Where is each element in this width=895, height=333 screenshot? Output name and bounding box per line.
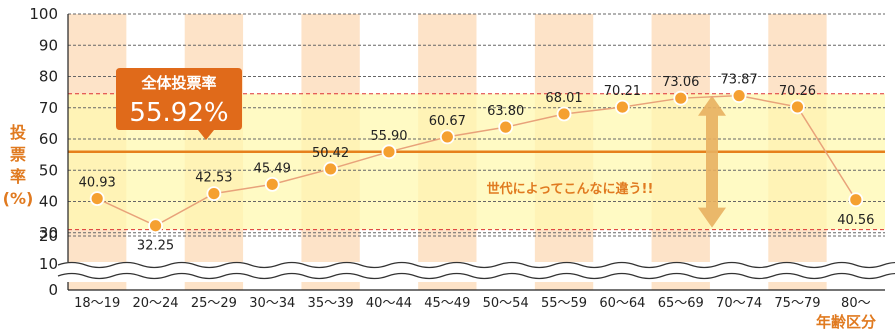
y-tick-label: 0: [48, 281, 58, 299]
y-axis-label-char-2: 票: [10, 145, 26, 164]
x-tick-label: 18〜19: [74, 296, 120, 311]
y-axis-label-unit: (%): [3, 189, 34, 208]
y-tick-label: 50: [39, 161, 58, 179]
x-axis-label: 年齢区分: [816, 313, 876, 331]
data-point: [498, 119, 514, 135]
data-label: 63.80: [487, 104, 524, 119]
data-labels: 40.93 32.25 42.53 45.49 50.42 55.90 60.67 63.80…: [79, 73, 875, 254]
x-tick-labels: 18〜19 20〜24 25〜29 30〜34 35〜39 40〜44 45〜49 50〜54…: [74, 296, 870, 311]
data-label: 70.21: [604, 84, 641, 99]
y-axis-label: 投 票 率 (%): [3, 123, 34, 208]
data-point: [731, 88, 747, 104]
x-tick-label: 45〜49: [424, 296, 470, 311]
data-point: [206, 186, 222, 201]
data-point: [556, 106, 572, 122]
axis-break: [57, 261, 895, 282]
data-points: [89, 88, 864, 234]
callout-value: 55.92%: [129, 98, 228, 128]
x-tick-label: 35〜39: [308, 296, 354, 311]
data-point: [848, 192, 864, 208]
x-tick-label: 50〜54: [483, 296, 529, 311]
x-tick-label: 75〜79: [774, 296, 820, 311]
range-arrow-shape: [698, 95, 726, 228]
turnout-series-line: [96, 94, 857, 227]
data-label: 68.01: [545, 91, 582, 106]
data-label: 40.56: [837, 213, 874, 228]
axis-break-wave-bottom: [57, 272, 895, 280]
data-point: [614, 99, 630, 115]
y-tick-label: 100: [29, 5, 58, 23]
data-point: [439, 129, 455, 145]
data-label: 42.53: [195, 171, 232, 186]
data-label: 40.93: [79, 176, 116, 191]
y-tick-label: 70: [39, 99, 58, 117]
data-point: [89, 191, 105, 206]
axes: [67, 14, 885, 291]
data-point: [673, 90, 689, 106]
x-tick-label: 40〜44: [366, 296, 412, 311]
x-tick-label: 55〜59: [541, 296, 587, 311]
range-arrow: [698, 95, 726, 228]
y-tick-label: 60: [39, 130, 58, 148]
x-tick-label: 25〜29: [191, 296, 237, 311]
data-label: 32.25: [137, 239, 174, 254]
data-label: 73.87: [720, 73, 757, 88]
x-tick-label: 70〜74: [716, 296, 762, 311]
x-tick-label: 65〜69: [658, 296, 704, 311]
y-tick-label: 20: [39, 227, 58, 245]
data-point: [148, 218, 163, 234]
data-label: 55.90: [370, 129, 407, 144]
data-label: 45.49: [254, 161, 291, 176]
data-label: 70.26: [779, 84, 816, 99]
data-label: 73.06: [662, 75, 699, 90]
x-tick-label: 20〜24: [132, 296, 178, 311]
callout-title: 全体投票率: [140, 74, 216, 92]
y-axis-label-char-1: 投: [10, 123, 26, 142]
annotation-text: 世代によってこんなに違う!!: [487, 181, 654, 197]
data-point: [323, 161, 339, 177]
x-tick-label: 80〜: [841, 296, 871, 311]
axis-break-wave-top: [57, 261, 895, 269]
y-tick-label: 90: [39, 36, 58, 54]
y-tick-label: 30: [39, 224, 58, 242]
y-tick-label: 40: [39, 193, 58, 211]
axis-break-gap: [58, 262, 895, 282]
data-label: 50.42: [312, 146, 349, 161]
data-point: [381, 144, 397, 160]
callout-box: [116, 68, 242, 140]
x-tick-label: 30〜34: [249, 296, 295, 311]
y-tick-label: 10: [39, 255, 58, 273]
data-point: [264, 176, 280, 192]
x-tick-label: 60〜64: [599, 296, 645, 311]
data-label: 60.67: [429, 114, 466, 129]
y-tick-label: 80: [39, 68, 58, 86]
overall-turnout-callout: 全体投票率 55.92%: [116, 68, 242, 140]
y-axis-label-char-3: 率: [10, 167, 26, 186]
data-point: [790, 99, 805, 115]
